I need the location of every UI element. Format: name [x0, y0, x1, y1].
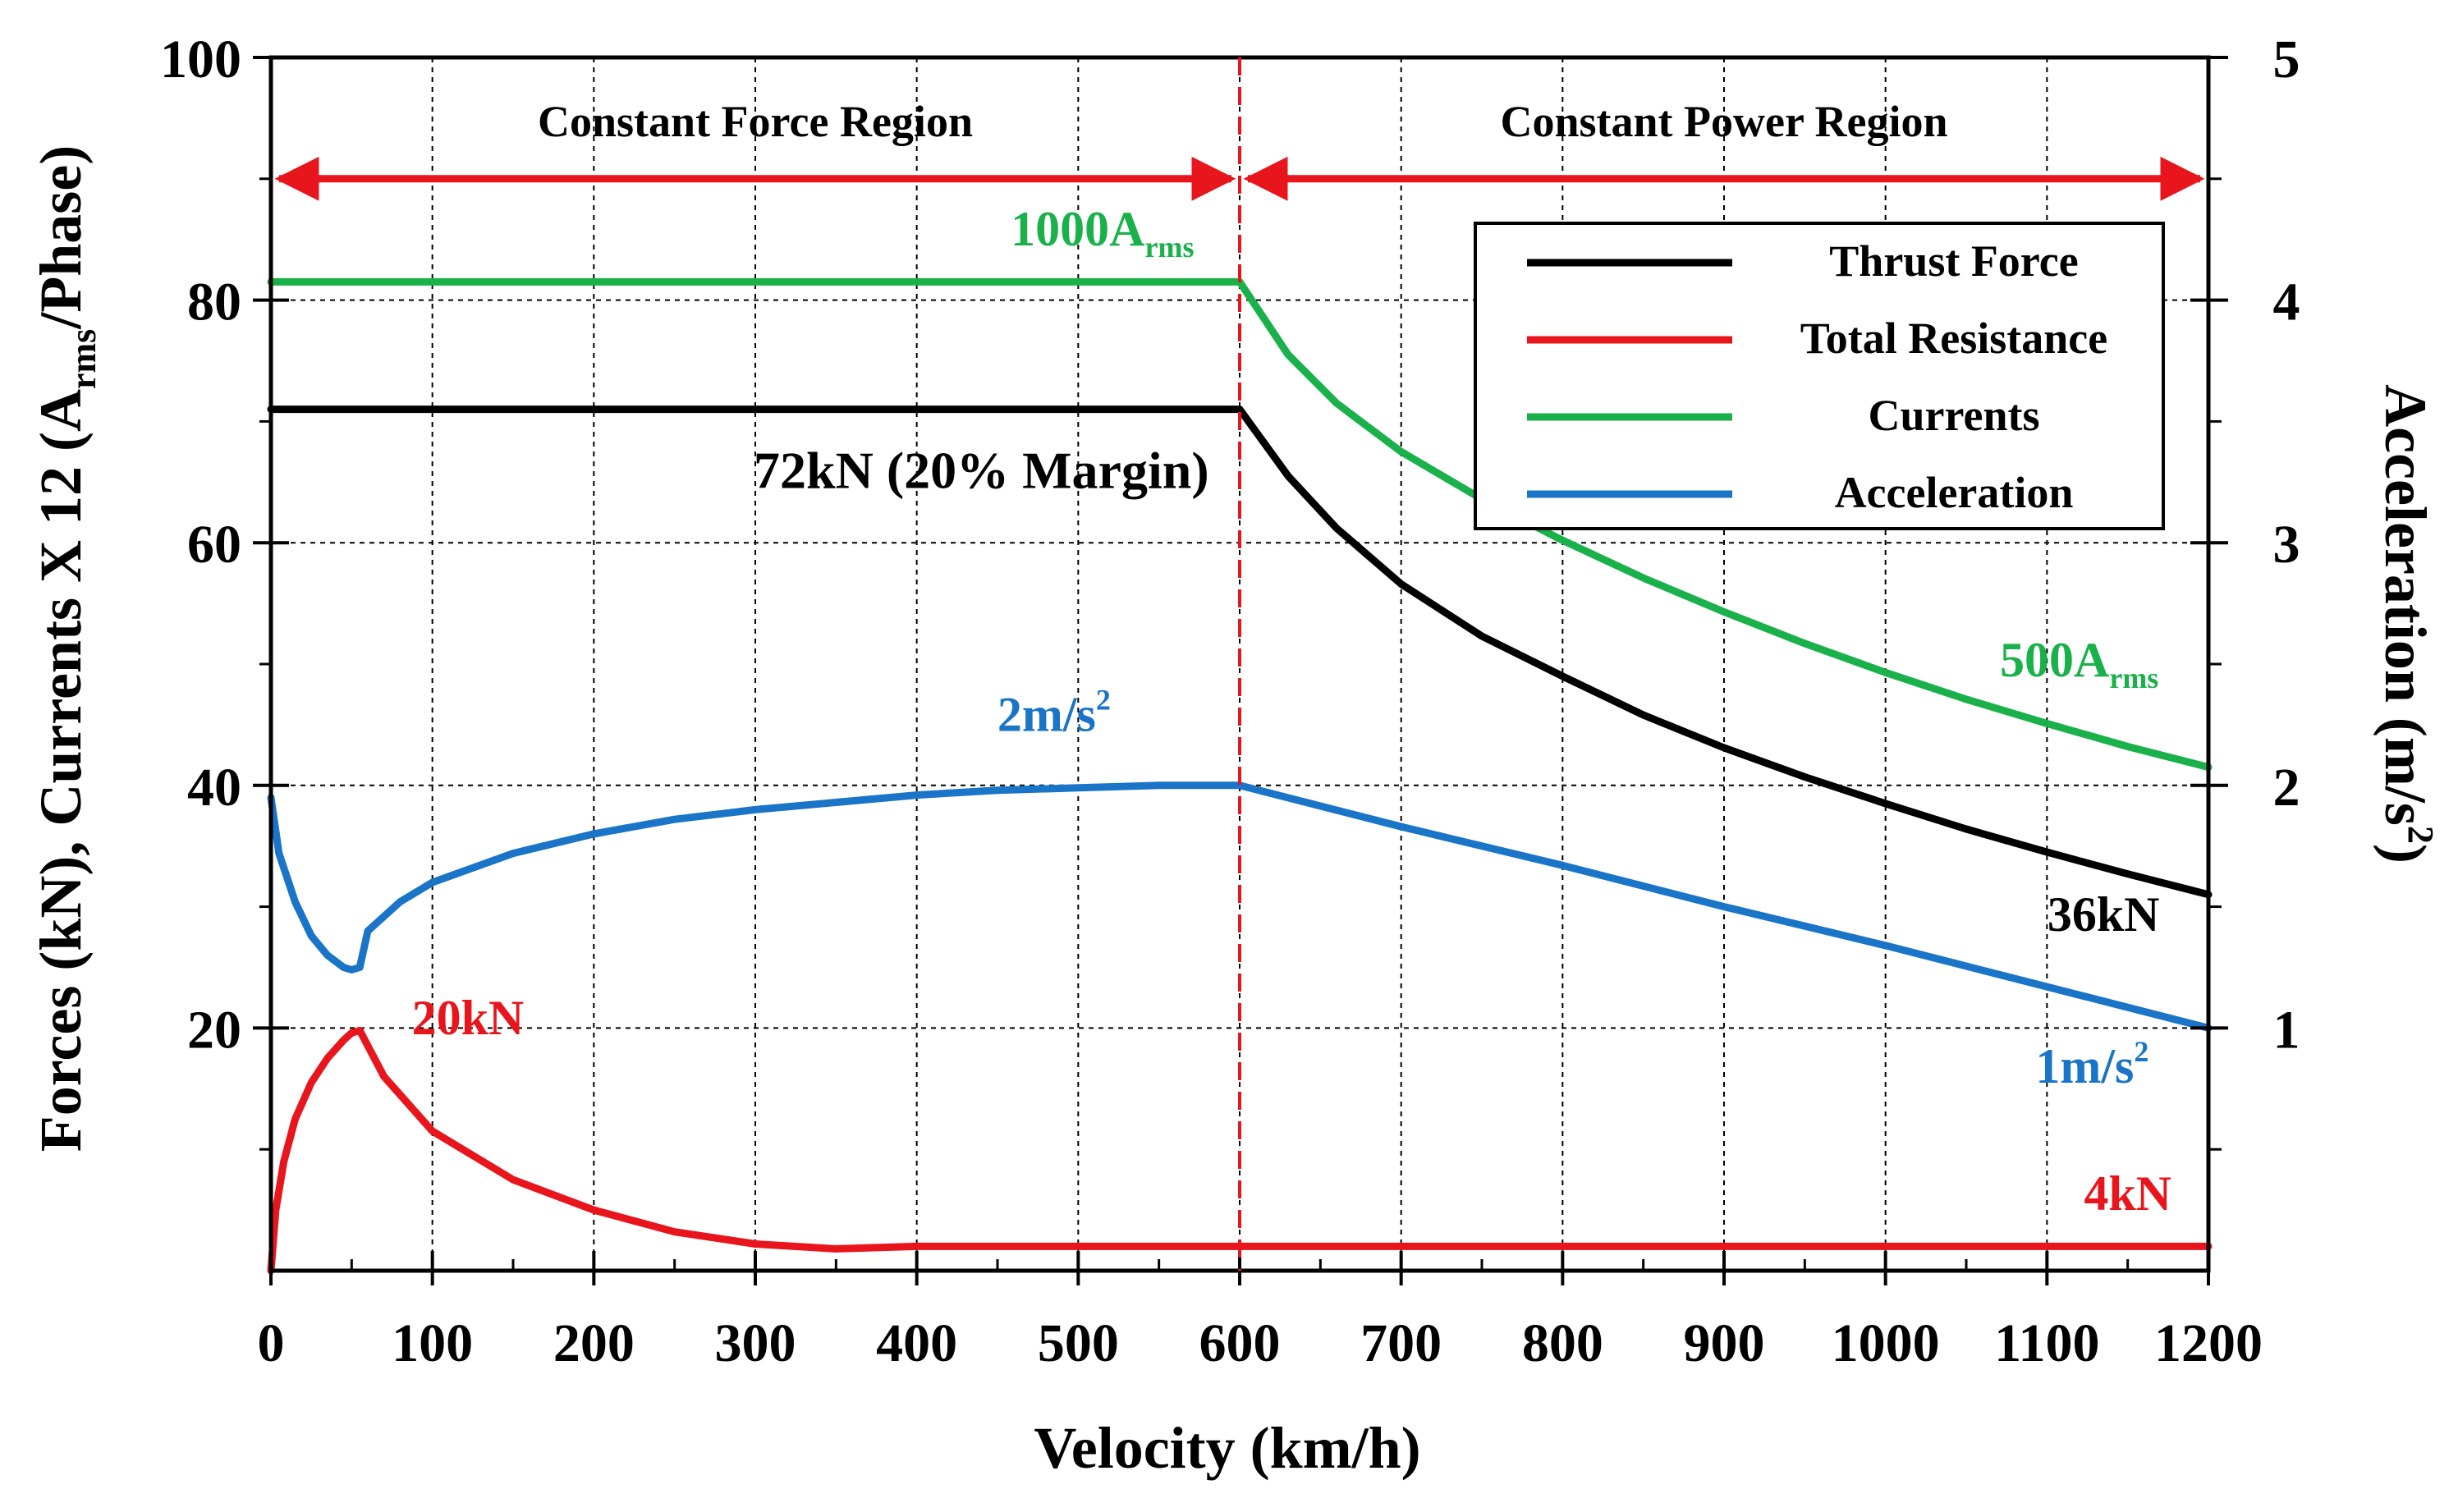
legend-label-currents: Currents	[1869, 391, 2040, 440]
x-axis-title: Velocity (km/h)	[1034, 1415, 1420, 1481]
legend-item-currents: Currents	[1527, 391, 2040, 440]
annotation-a4: 4kN	[2084, 1166, 2171, 1221]
annotation-text: 1000A	[1011, 202, 1144, 256]
annotation-superscript: 2	[2134, 1035, 2148, 1068]
x-tick-label: 500	[1038, 1313, 1119, 1373]
annotation-text: 1m/s	[2035, 1039, 2134, 1093]
legend-frame	[1474, 222, 2165, 530]
y-left-title-sub: rms	[63, 329, 103, 389]
y-right-title-tail: )	[2373, 844, 2438, 864]
x-tick-label: 800	[1522, 1313, 1603, 1373]
legend: Thrust Force Total Resistance Currents A…	[1474, 222, 2165, 530]
legend-label-acceleration: Acceleration	[1835, 468, 2074, 517]
x-tick-label: 600	[1199, 1313, 1281, 1373]
region-label-2: Constant Power Region	[1501, 97, 1948, 146]
y-right-title-main: Acceleration (m/s	[2373, 384, 2438, 826]
axes: 0 100 200 300 400 500 600 700 800 900 1000 1100 1200…	[160, 30, 2300, 1373]
legend-item-total-resistance: Total Resistance	[1527, 314, 2107, 363]
y-axis-left-title: Forces (kN), Currents X 12 (Arms/Phase)	[28, 145, 103, 1152]
x-tick-label: 100	[392, 1313, 473, 1373]
annotation-subscript: rms	[1145, 231, 1195, 263]
series-line-thrust-force	[267, 405, 2213, 899]
y-left-tick-label: 60	[187, 515, 241, 575]
legend-label-total-resistance: Total Resistance	[1800, 314, 2108, 363]
series-line-currents	[267, 277, 2213, 772]
annotation-a500: 500Arms	[2000, 633, 2158, 694]
x-tick-label: 400	[876, 1313, 957, 1373]
y-left-title-tail: /Phase)	[28, 145, 94, 330]
y-left-tick-label: 20	[187, 1000, 241, 1060]
region-label-1: Constant Force Region	[538, 97, 973, 146]
annotation-text: 72kN (20% Margin)	[754, 442, 1209, 500]
annotation-text: 500A	[2000, 633, 2109, 687]
annotation-superscript: 2	[1096, 683, 1111, 716]
y-left-title-main: Forces (kN), Currents X 12 (A	[28, 389, 94, 1152]
annotation-a2ms: 2m/s2	[997, 683, 1111, 741]
y-axis-right-title: Acceleration (m/s2)	[2373, 384, 2441, 864]
y-left-tick-label: 40	[187, 758, 241, 818]
y-right-title-sup: 2	[2401, 826, 2441, 844]
x-tick-label: 300	[715, 1313, 796, 1373]
y-right-tick-label: 2	[2273, 758, 2300, 818]
y-right-tick-label: 1	[2273, 1000, 2300, 1060]
annotation-a1000: 1000Arms	[1011, 202, 1194, 263]
x-tick-label: 200	[553, 1313, 635, 1373]
y-right-tick-label: 5	[2273, 30, 2300, 89]
series-line-total-resistance	[267, 1026, 2213, 1275]
annotation-text: 36kN	[2048, 887, 2160, 942]
annotation-a72: 72kN (20% Margin)	[754, 442, 1209, 500]
x-tick-label: 0	[258, 1313, 285, 1373]
annotation-subscript: rms	[2109, 662, 2158, 694]
legend-item-thrust-force: Thrust Force	[1527, 236, 2079, 286]
annotation-text: 2m/s	[997, 687, 1096, 741]
series-layer	[267, 277, 2213, 1275]
x-tick-label: 1100	[1994, 1313, 2099, 1373]
legend-label-thrust-force: Thrust Force	[1829, 236, 2078, 286]
x-tick-label: 900	[1684, 1313, 1765, 1373]
y-right-tick-label: 3	[2273, 515, 2300, 575]
legend-item-acceleration: Acceleration	[1527, 468, 2073, 517]
y-left-tick-label: 100	[160, 30, 241, 89]
series-line-acceleration	[267, 781, 2213, 1032]
annotation-a1ms: 1m/s2	[2035, 1035, 2148, 1093]
x-tick-label: 1000	[1832, 1313, 1940, 1373]
regions: Constant Force Region Constant Power Regi…	[274, 57, 2205, 1271]
x-tick-label: 1200	[2154, 1313, 2263, 1373]
y-left-tick-label: 80	[187, 273, 241, 332]
annotation-text: 4kN	[2084, 1166, 2171, 1221]
annotation-a36: 36kN	[2048, 887, 2160, 942]
x-tick-label: 700	[1360, 1313, 1442, 1373]
annotation-a20: 20kN	[412, 991, 525, 1045]
annotation-text: 20kN	[412, 991, 525, 1045]
y-right-tick-label: 4	[2273, 273, 2300, 332]
